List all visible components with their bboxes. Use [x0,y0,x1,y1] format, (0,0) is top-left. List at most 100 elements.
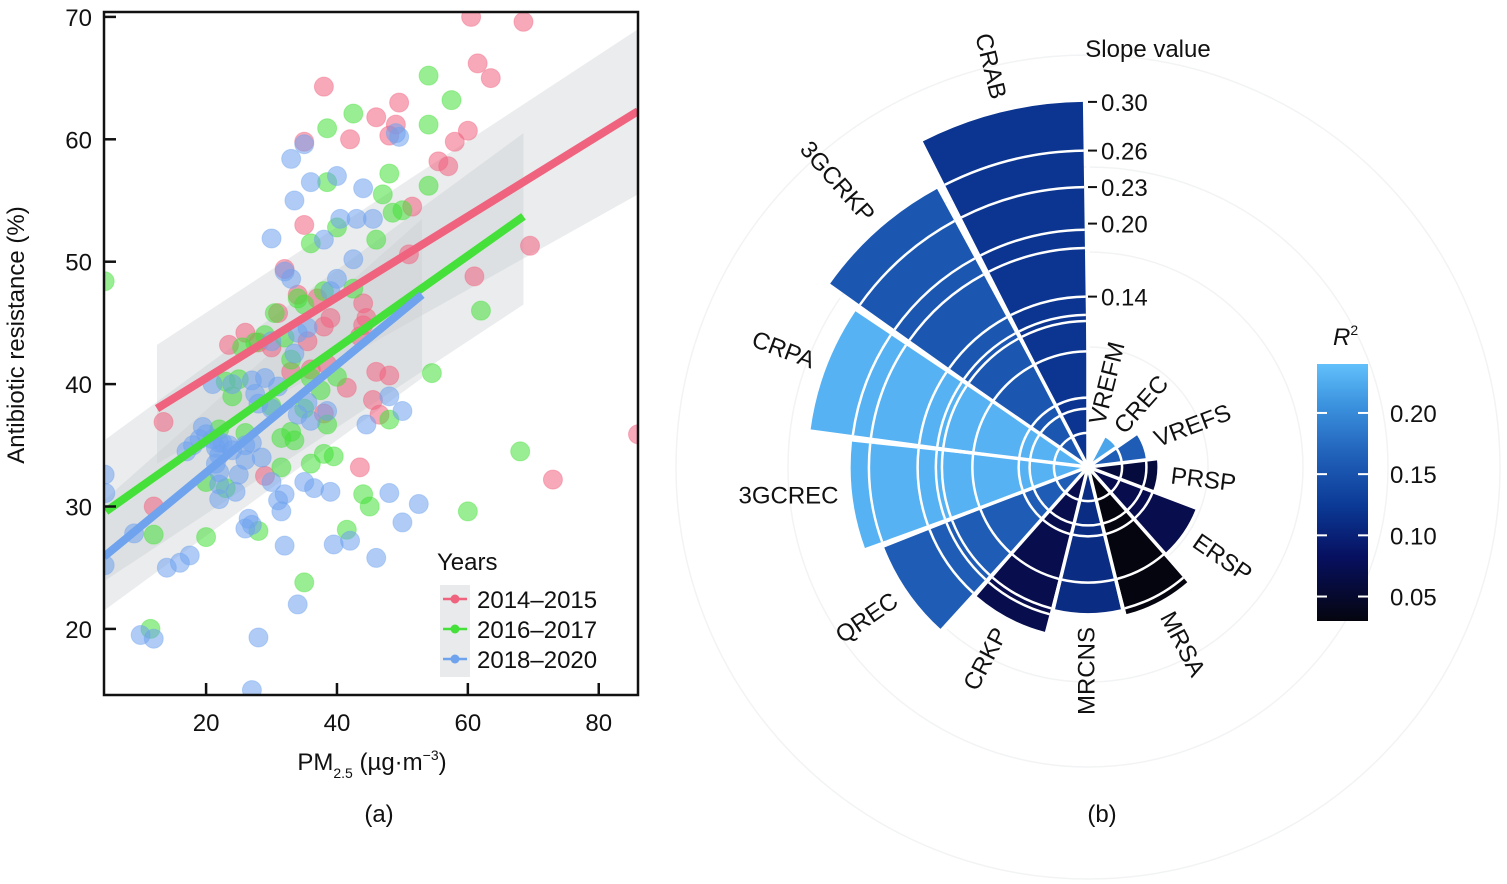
scatter-point [340,530,361,551]
scatter-point [274,535,295,556]
scatter-point [287,594,308,615]
scatter-point [104,483,116,504]
scatter-panel: 20 30 40 50 60 70 20 40 60 80 Antibiotic resista… [3,5,640,828]
bar-ring-arc [1124,576,1185,610]
scatter-point [461,12,482,27]
legend-label: 2014–2015 [477,587,597,614]
bar-separator [1087,456,1160,469]
grid-circle [675,54,1501,880]
scatter-point [372,184,393,205]
scatter-point [464,266,485,287]
colorbar-tick-label: 0.10 [1390,523,1437,550]
bar-ring-arc [1017,459,1024,492]
scatter-point [281,268,302,289]
scatter-point [196,527,217,548]
bar-separator [1086,466,1127,618]
scatter-point [281,148,302,169]
scatter-point [294,572,315,593]
bar-ring-arc [1056,396,1088,407]
bar-separator [1087,431,1139,469]
bar-ring-arc [867,443,884,543]
colorbar-tick-label: 0.20 [1390,401,1437,428]
scatter-point [441,90,462,111]
category-label-crpa: CRPA [748,326,818,374]
scatter-point [366,547,387,568]
scatter-point [418,114,439,135]
scatter-point [438,156,459,177]
bar-ring-arc [991,576,1052,610]
scatter-point [421,363,442,384]
scatter-point [323,446,344,467]
scatter-point [418,65,439,86]
fit-line-2 [104,291,425,560]
panel-label-b: (b) [1087,801,1116,828]
scatter-point [304,478,325,499]
y-axis-title: Antibiotic resistance (%) [3,206,30,463]
scatter-point [389,126,410,147]
scatter-point [264,303,285,324]
scatter-point [326,166,347,187]
scatter-point [356,414,377,435]
bar-ring-arc [979,509,1011,554]
scatter-point [300,453,321,474]
scatter-point [179,545,200,566]
bar-ring-arc [945,522,987,581]
legend-key-dot [450,654,460,664]
bar-ring-arc [940,451,952,518]
scatter-point [457,120,478,141]
scatter-point [513,12,534,32]
bar-ring-arc [1133,492,1154,520]
scatter-point [225,481,246,502]
scatter-point [209,489,230,510]
radial-tick-label: 0.26 [1101,139,1148,166]
x-axis-title-unit: (µg·m [353,749,423,776]
scatter-point [379,386,400,407]
scatter-point [343,249,364,270]
scatter-point [313,229,334,250]
bar-ring-arc [1030,404,1056,428]
bar-ring-arc [893,257,976,331]
bar-ring-arc [1010,295,1086,317]
category-label-3gcrkp: 3GCRKP [794,136,880,228]
bar-ring-arc [1061,578,1115,584]
scatter-point [520,235,541,256]
y-tick-label: 30 [65,495,92,522]
colorbar-tick-label: 0.15 [1390,462,1437,489]
bar-ring-arc [971,454,981,507]
scatter-point [408,494,429,515]
bar-separator [807,431,1089,469]
scatter-point [379,163,400,184]
radial-axis-title: Slope value [1085,36,1210,63]
category-label-mrsa: MRSA [1154,607,1210,681]
scatter-point [510,441,531,462]
bar-separator [1087,465,1199,511]
bar-ring-arc [1022,492,1043,520]
scatter-point [222,374,243,395]
bar-ring-arc [992,364,1034,401]
bar-separator [863,465,1089,554]
scatter-point [444,131,465,152]
bar-ring-arc [928,529,975,594]
bar-ring-arc [1080,498,1096,503]
scatter-point [418,175,439,196]
bar-separator [940,465,1090,634]
x-axis-title: PM2.5 (µg·m−3) [297,747,446,781]
scatter-point [480,68,501,89]
scatter-point [294,214,315,235]
y-tick-label: 20 [65,617,92,644]
x-axis-title-superscript: −3 [423,747,439,763]
legend-label: 2016–2017 [477,617,597,644]
legend-label: 2018–2020 [477,647,597,674]
scatter-point [271,457,292,478]
scatter-point [261,472,282,493]
bar-ring-arc [1116,553,1165,581]
bar-separator [1086,434,1107,468]
radial-tick-label: 0.30 [1101,90,1148,117]
bar-ring-arc [988,246,1085,273]
scatter-point [251,447,272,468]
polar-bar-3gcrkp [830,188,1088,467]
category-label-3gcrec: 3GCREC [738,483,838,510]
scatter-point [457,501,478,522]
radial-tick-label: 0.14 [1101,285,1148,312]
category-label-ersp: ERSP [1188,529,1257,588]
